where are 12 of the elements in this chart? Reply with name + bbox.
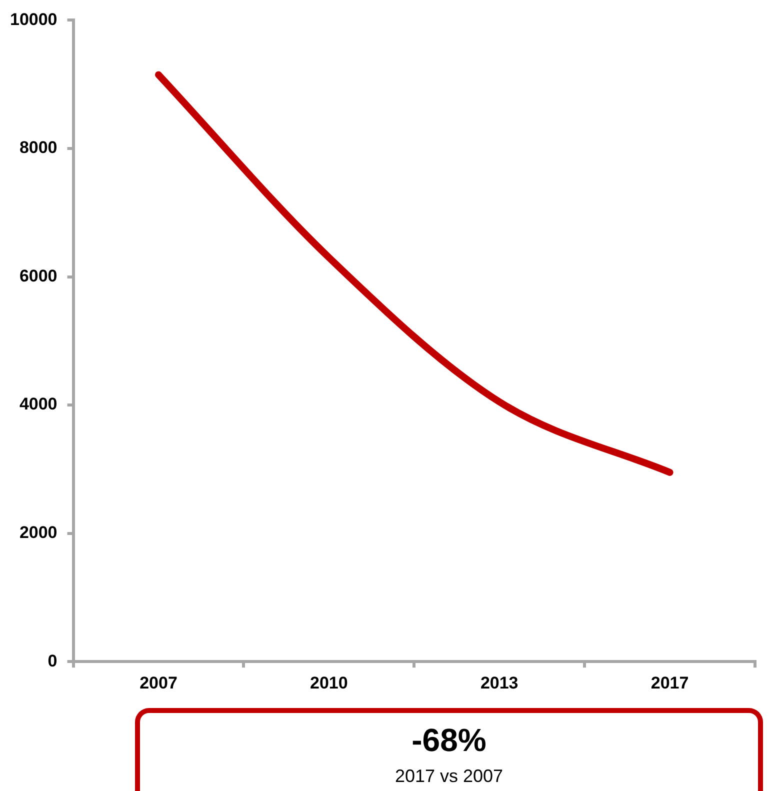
y-tick-label: 8000 [19, 138, 58, 158]
x-tick-label: 2017 [650, 673, 689, 692]
y-tick-label: 0 [48, 651, 58, 670]
x-tick-label: 2010 [310, 673, 348, 692]
x-tick-label: 2013 [480, 673, 518, 692]
text: -68% [410, 722, 488, 759]
text: 2017 vs 2007 [394, 766, 504, 787]
y-tick-label: 10000 [10, 10, 58, 29]
y-tick-label: 6000 [19, 266, 58, 286]
y-tick-label: 4000 [19, 394, 58, 414]
y-tick-label: 2000 [19, 523, 58, 542]
x-tick-label: 2007 [140, 673, 178, 692]
